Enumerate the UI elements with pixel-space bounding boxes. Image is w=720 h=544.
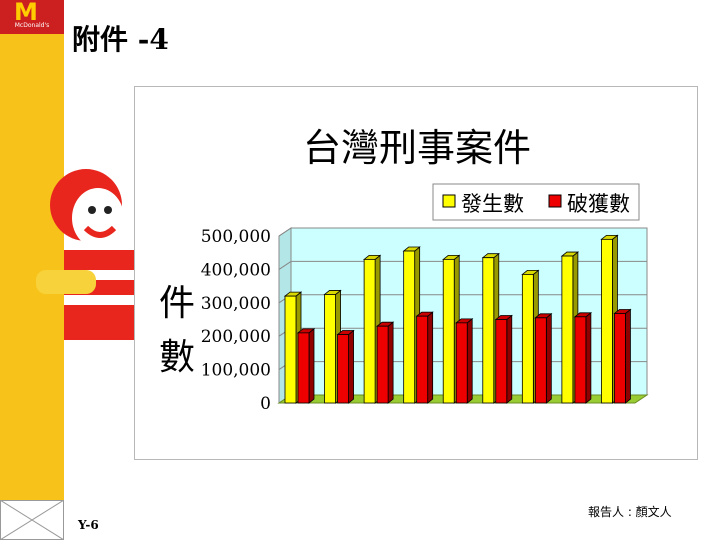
plot-area: 0 100,000 200,000 300,000 400,000 500,000 xyxy=(201,227,649,414)
legend: 發生數 破獲數 xyxy=(432,183,640,221)
bar-series-2-6 xyxy=(494,314,513,404)
golden-arches-icon: M xyxy=(14,0,38,26)
y-axis-label-char: 數 xyxy=(159,337,195,378)
crime-cases-chart: 台灣刑事案件 發生數 破獲數 件數 0 100,000 200,000 300,000… xyxy=(159,126,649,414)
gridline-side xyxy=(278,227,292,237)
y-tick-label: 500,000 xyxy=(201,227,271,247)
y-axis-label: 件數 xyxy=(159,283,195,378)
chart-title: 台灣刑事案件 xyxy=(303,126,531,170)
mcdonalds-logo: M McDonald's xyxy=(0,0,64,34)
bar-series-2-7 xyxy=(534,312,553,404)
legend-label-series-1: 發生數 xyxy=(461,192,524,216)
bar-series-2-4 xyxy=(415,311,434,404)
legend-swatch-series-1 xyxy=(442,194,456,208)
chart-frame: 台灣刑事案件 發生數 破獲數 件數 0 100,000 200,000 300,000… xyxy=(134,86,698,460)
corner-cross-icon xyxy=(0,499,65,541)
y-axis-label-char: 件 xyxy=(159,283,195,324)
y-tick-label: 300,000 xyxy=(201,294,271,314)
bar-series-2-9 xyxy=(613,308,632,404)
bar-series-2-2 xyxy=(336,329,355,404)
clown-mascot-icon xyxy=(36,169,134,340)
bar-series-2-3 xyxy=(375,321,395,404)
bar-series-2-8 xyxy=(573,311,593,404)
bar-series-2-1 xyxy=(296,328,316,404)
slide-title: 附件 -4 xyxy=(72,23,169,56)
legend-label-series-2: 破獲數 xyxy=(567,192,630,216)
legend-swatch-series-2 xyxy=(548,194,562,208)
corner-panel xyxy=(0,499,65,541)
y-tick-label: 400,000 xyxy=(201,260,271,280)
page-number: Y-6 xyxy=(78,518,99,532)
reporter-credit: 報告人 : 顏文人 xyxy=(588,505,672,519)
y-tick-label: 0 xyxy=(260,394,271,414)
logo-wordmark: McDonald's xyxy=(14,22,50,29)
gridline-side xyxy=(278,260,292,270)
y-tick-label: 100,000 xyxy=(201,361,271,381)
y-tick-label: 200,000 xyxy=(201,327,271,347)
bar-series-2-5 xyxy=(455,318,474,404)
